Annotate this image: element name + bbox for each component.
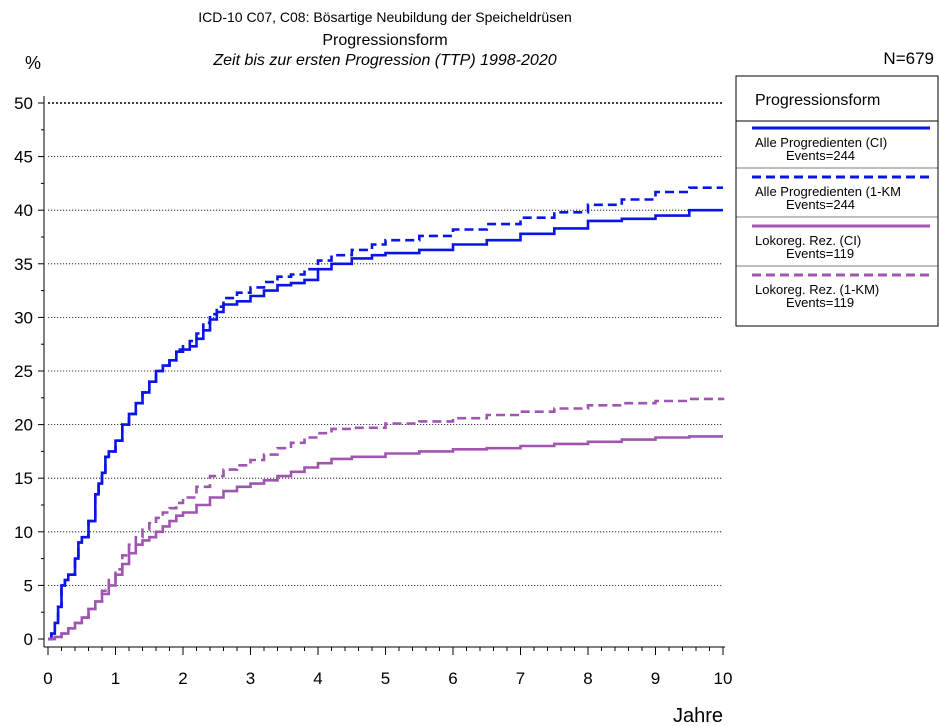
grid-lines <box>48 102 723 586</box>
y-tick-label: 40 <box>14 201 33 220</box>
series-line-2 <box>48 186 723 641</box>
x-tick-label: 3 <box>246 669 255 688</box>
y-tick-label: 20 <box>14 416 33 435</box>
y-tick-label: 5 <box>24 576 33 595</box>
x-tick-label: 0 <box>43 669 52 688</box>
y-axis-label: % <box>25 53 41 73</box>
y-ticks: 0 5 10 15 20 25 30 35 40 45 50 <box>14 94 44 649</box>
y-tick-label: 15 <box>14 469 33 488</box>
legend-entry-label: Alle Progredienten (CI) <box>755 135 887 150</box>
chart-subtitle: Progressionsform <box>322 32 447 49</box>
y-tick-label: 25 <box>14 362 33 381</box>
x-ticks: 0 1 2 3 4 5 6 7 8 9 10 <box>43 647 732 688</box>
x-tick-label: 1 <box>111 669 120 688</box>
legend-title: Progressionsform <box>755 92 880 109</box>
series-lines <box>48 186 725 641</box>
legend-entry-events: Events=119 <box>786 295 854 310</box>
x-tick-label: 5 <box>381 669 390 688</box>
x-tick-label: 10 <box>714 669 733 688</box>
series-line-3 <box>48 435 723 641</box>
x-tick-label: 6 <box>448 669 457 688</box>
x-tick-label: 7 <box>516 669 525 688</box>
x-tick-label: 2 <box>178 669 187 688</box>
y-tick-label: 45 <box>14 148 33 167</box>
series-line-4 <box>48 397 725 641</box>
x-tick-label: 8 <box>583 669 592 688</box>
y-tick-label: 35 <box>14 255 33 274</box>
legend-entry-events: Events=244 <box>786 197 855 212</box>
y-tick-label: 30 <box>14 308 33 327</box>
legend-entry-label: Lokoreg. Rez. (1-KM) <box>755 282 879 297</box>
legend-entry-events: Events=119 <box>786 246 854 261</box>
x-axis-label: Jahre <box>673 705 723 726</box>
axes <box>43 96 725 648</box>
legend-box <box>735 75 939 327</box>
y-tick-label: 0 <box>24 630 33 649</box>
chart-subtitle-italic: Zeit bis zur ersten Progression (TTP) 19… <box>212 52 556 69</box>
x-tick-label: 4 <box>313 669 322 688</box>
x-tick-label: 9 <box>651 669 660 688</box>
y-tick-label: 10 <box>14 523 33 542</box>
legend: Progressionsform Alle Progredienten (CI)… <box>735 75 939 327</box>
chart-title: ICD-10 C07, C08: Bösartige Neubildung de… <box>198 9 572 25</box>
legend-entry-label: Alle Progredienten (1-KM <box>755 184 901 199</box>
n-label: N=679 <box>883 49 934 68</box>
legend-entry-label: Lokoreg. Rez. (CI) <box>755 233 861 248</box>
y-tick-label: 50 <box>14 94 33 113</box>
legend-entry-events: Events=244 <box>786 148 855 163</box>
